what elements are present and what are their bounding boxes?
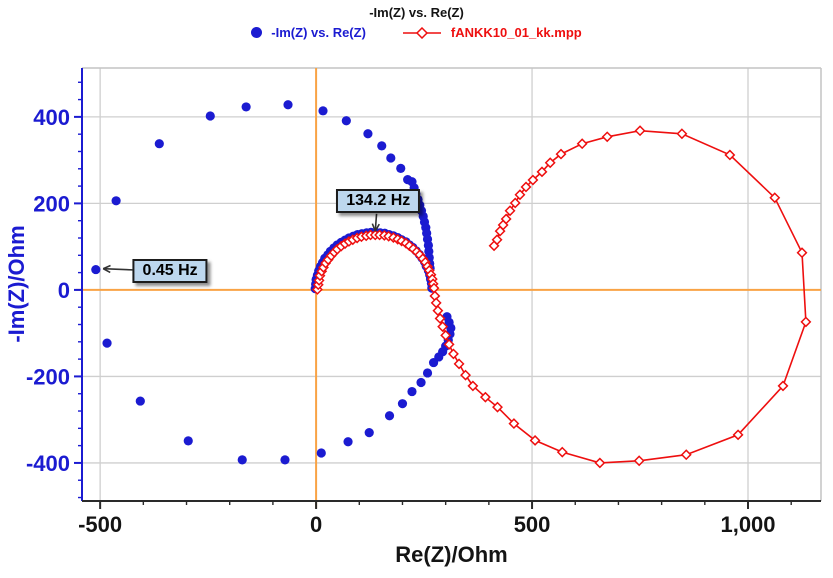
svg-text:0: 0	[310, 512, 322, 537]
svg-text:0: 0	[58, 278, 70, 303]
svg-text:-500: -500	[78, 512, 122, 537]
svg-text:500: 500	[514, 512, 551, 537]
svg-text:1,000: 1,000	[720, 512, 775, 537]
legend-label-measured: -Im(Z) vs. Re(Z)	[271, 25, 366, 40]
svg-text:400: 400	[33, 105, 70, 130]
legend-item-measured: -Im(Z) vs. Re(Z)	[251, 25, 366, 40]
chart-title: -Im(Z) vs. Re(Z)	[369, 5, 464, 20]
svg-text:-400: -400	[26, 451, 70, 476]
annotation-134hz[interactable]: 134.2 Hz	[336, 188, 421, 213]
y-axis-title: -Im(Z)/Ohm	[4, 225, 29, 343]
annotation-045hz[interactable]: 0.45 Hz	[132, 258, 208, 283]
svg-text:200: 200	[33, 191, 70, 216]
diamond-line-marker-icon	[402, 26, 441, 39]
filled-circle-marker-icon	[251, 27, 263, 38]
x-axis-title: Re(Z)/Ohm	[395, 542, 508, 567]
legend-label-fit: fANKK10_01_kk.mpp	[450, 25, 582, 40]
legend-item-fit: fANKK10_01_kk.mpp	[402, 25, 582, 40]
svg-text:-200: -200	[26, 364, 70, 389]
legend: -Im(Z) vs. Re(Z) fANKK10_01_kk.mpp	[0, 25, 833, 40]
